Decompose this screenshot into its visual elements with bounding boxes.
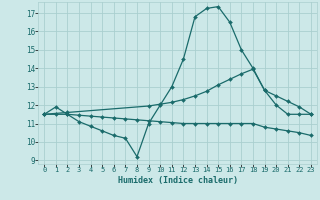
X-axis label: Humidex (Indice chaleur): Humidex (Indice chaleur) xyxy=(118,176,238,185)
